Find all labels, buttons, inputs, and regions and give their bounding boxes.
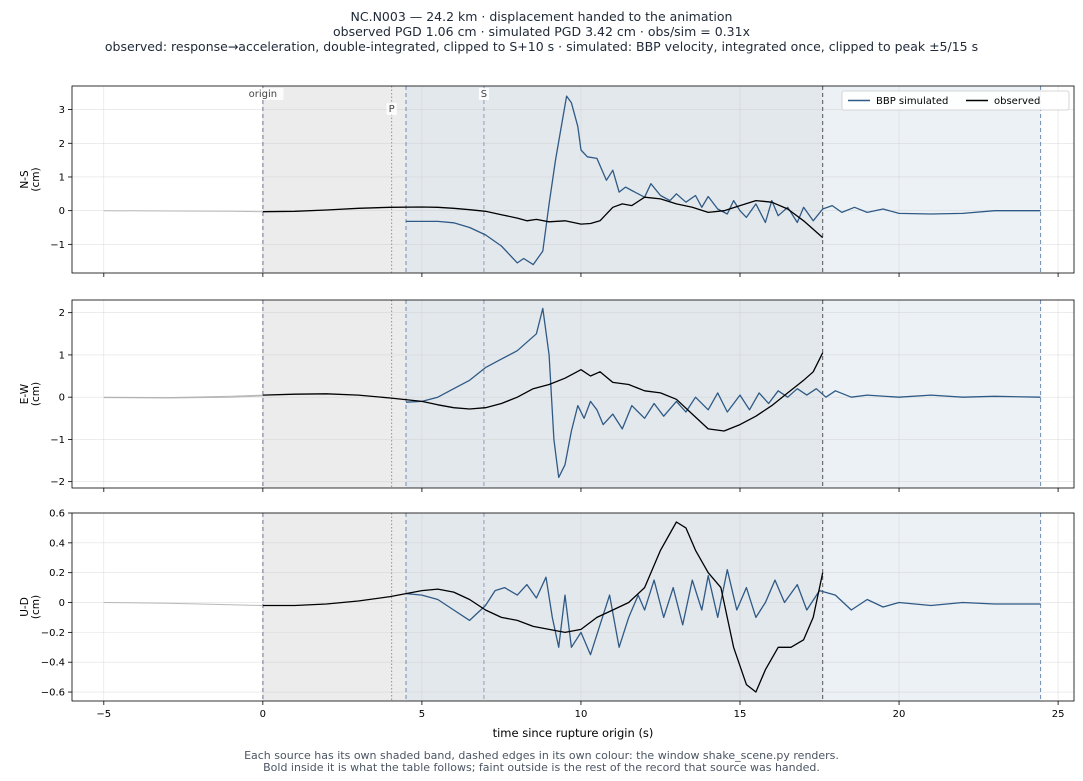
simulated-series xyxy=(405,569,1041,656)
panel-frame xyxy=(71,85,1075,274)
y-tick-label: 0.4 xyxy=(49,538,65,549)
y-axis-label-line: E-W xyxy=(19,383,31,404)
y-axis-label-line: (cm) xyxy=(30,595,42,619)
y-tick-label: 1 xyxy=(59,350,65,361)
observed-faint-series xyxy=(103,210,263,213)
panel-1: −1 0 1 2 3 N-S(cm) origin P S BBP simulated observ… xyxy=(19,85,1075,277)
x-tick-label: 0 xyxy=(260,709,266,720)
y-tick-label: 2 xyxy=(59,308,65,319)
x-tick-label: 10 xyxy=(575,709,588,720)
y-tick-label: 0.2 xyxy=(49,568,65,579)
y-tick-label: 0 xyxy=(59,206,65,217)
marker-label-bg xyxy=(478,88,490,100)
y-tick-label: −1 xyxy=(50,240,65,251)
y-axis-label: U-D(cm) xyxy=(19,595,42,619)
marker-label-P: P xyxy=(389,104,395,115)
marker-label-S: S xyxy=(481,89,487,100)
simulated-series xyxy=(406,95,1041,266)
chart-title-line-1: NC.N003 — 24.2 km · displacement handed … xyxy=(350,9,733,24)
y-tick-label: 2 xyxy=(59,139,65,150)
observed-series xyxy=(262,196,824,239)
legend-entry: observed xyxy=(994,96,1040,107)
chart-title-line-2: observed PGD 1.06 cm · simulated PGD 3.4… xyxy=(333,24,750,39)
legend-box xyxy=(841,90,1070,111)
y-axis-label: E-W(cm) xyxy=(19,382,42,406)
y-tick-label: −2 xyxy=(50,477,65,488)
simulated-window-band xyxy=(406,86,1041,273)
observed-series xyxy=(262,352,824,432)
y-axis-label-line: (cm) xyxy=(30,382,42,406)
x-tick-label: 15 xyxy=(734,709,747,720)
y-tick-label: 0 xyxy=(59,393,65,404)
y-axis-label: N-S(cm) xyxy=(19,167,42,191)
x-tick-label: 20 xyxy=(893,709,906,720)
panel-2: −2 −1 0 1 2 E-W(cm) xyxy=(19,299,1075,492)
marker-label-bg xyxy=(242,88,284,100)
simulated-window-band xyxy=(406,300,1041,488)
y-tick-label: 0.6 xyxy=(49,509,65,520)
panel-frame xyxy=(71,299,1075,489)
marker-label-origin: origin xyxy=(249,89,277,100)
x-axis-label: time since rupture origin (s) xyxy=(493,726,654,740)
footnote-line-2: Bold inside it is what the table follows… xyxy=(263,761,820,774)
panel-3: −0.6 −0.4 −0.2 0 0.2 0.4 0.6 −5 0 5 10 15 20 25 U-D(cm… xyxy=(19,509,1075,720)
observed-faint-series xyxy=(103,602,263,606)
simulated-series xyxy=(405,307,1041,479)
x-tick-label: −5 xyxy=(96,709,111,720)
y-tick-label: −0.6 xyxy=(41,688,65,699)
y-tick-label: −1 xyxy=(50,435,65,446)
chart-title-line-3: observed: response→acceleration, double-… xyxy=(104,39,979,54)
footnote-line-1: Each source has its own shaded band, das… xyxy=(244,749,839,762)
y-tick-label: 0 xyxy=(59,598,65,609)
observed-series xyxy=(262,521,824,693)
y-tick-label: −0.4 xyxy=(41,658,65,669)
marker-label-bg xyxy=(386,103,397,115)
legend-entry: BBP simulated xyxy=(876,96,948,107)
y-tick-label: −0.2 xyxy=(41,628,65,639)
y-tick-label: 1 xyxy=(59,172,65,183)
y-tick-label: 3 xyxy=(59,105,65,116)
y-axis-label-line: N-S xyxy=(19,170,31,189)
x-tick-label: 5 xyxy=(419,709,425,720)
y-axis-label-line: U-D xyxy=(19,597,31,617)
panel-frame xyxy=(71,512,1075,702)
simulated-window-band xyxy=(406,513,1041,701)
simulated-faint-series xyxy=(103,395,263,399)
x-tick-label: 25 xyxy=(1052,709,1065,720)
y-axis-label-line: (cm) xyxy=(30,167,42,191)
